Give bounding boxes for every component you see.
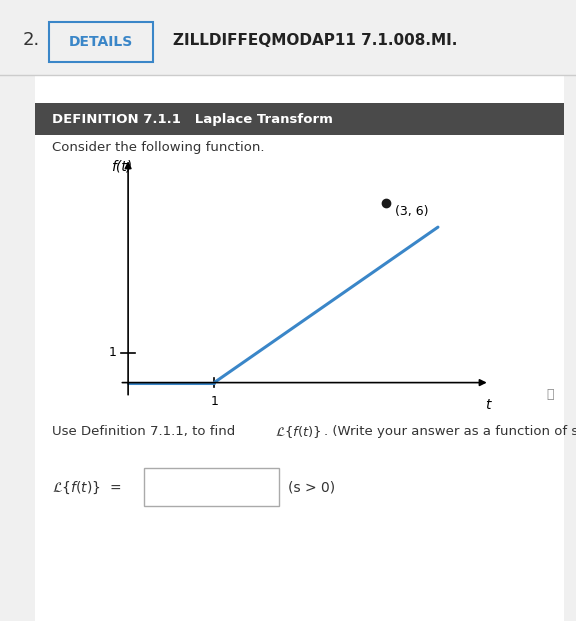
Text: ⓘ: ⓘ: [546, 388, 554, 401]
Text: (3, 6): (3, 6): [395, 205, 429, 218]
Text: $\mathcal{L}$$\{f(t)\}$  =: $\mathcal{L}$$\{f(t)\}$ =: [52, 479, 121, 496]
Text: ZILLDIFFEQMODAP11 7.1.008.MI.: ZILLDIFFEQMODAP11 7.1.008.MI.: [173, 33, 457, 48]
Text: f(t): f(t): [111, 160, 132, 174]
Text: $\mathcal{L}$$\{f(t)\}$: $\mathcal{L}$$\{f(t)\}$: [275, 424, 322, 440]
Text: DEFINITION 7.1.1   Laplace Transform: DEFINITION 7.1.1 Laplace Transform: [52, 113, 333, 125]
Text: 2.: 2.: [23, 32, 40, 49]
FancyBboxPatch shape: [144, 468, 279, 506]
Text: DETAILS: DETAILS: [69, 35, 133, 48]
FancyBboxPatch shape: [35, 103, 564, 135]
FancyBboxPatch shape: [49, 22, 153, 62]
Text: Consider the following function.: Consider the following function.: [52, 142, 264, 154]
Text: Use Definition 7.1.1, to find: Use Definition 7.1.1, to find: [52, 425, 240, 438]
FancyBboxPatch shape: [0, 0, 576, 75]
Text: . (Write your answer as a function of s.): . (Write your answer as a function of s.…: [324, 425, 576, 438]
FancyBboxPatch shape: [35, 76, 564, 621]
Text: t: t: [485, 397, 491, 412]
Text: (s > 0): (s > 0): [288, 481, 335, 494]
Text: 1: 1: [210, 395, 218, 408]
Text: 1: 1: [108, 346, 116, 359]
